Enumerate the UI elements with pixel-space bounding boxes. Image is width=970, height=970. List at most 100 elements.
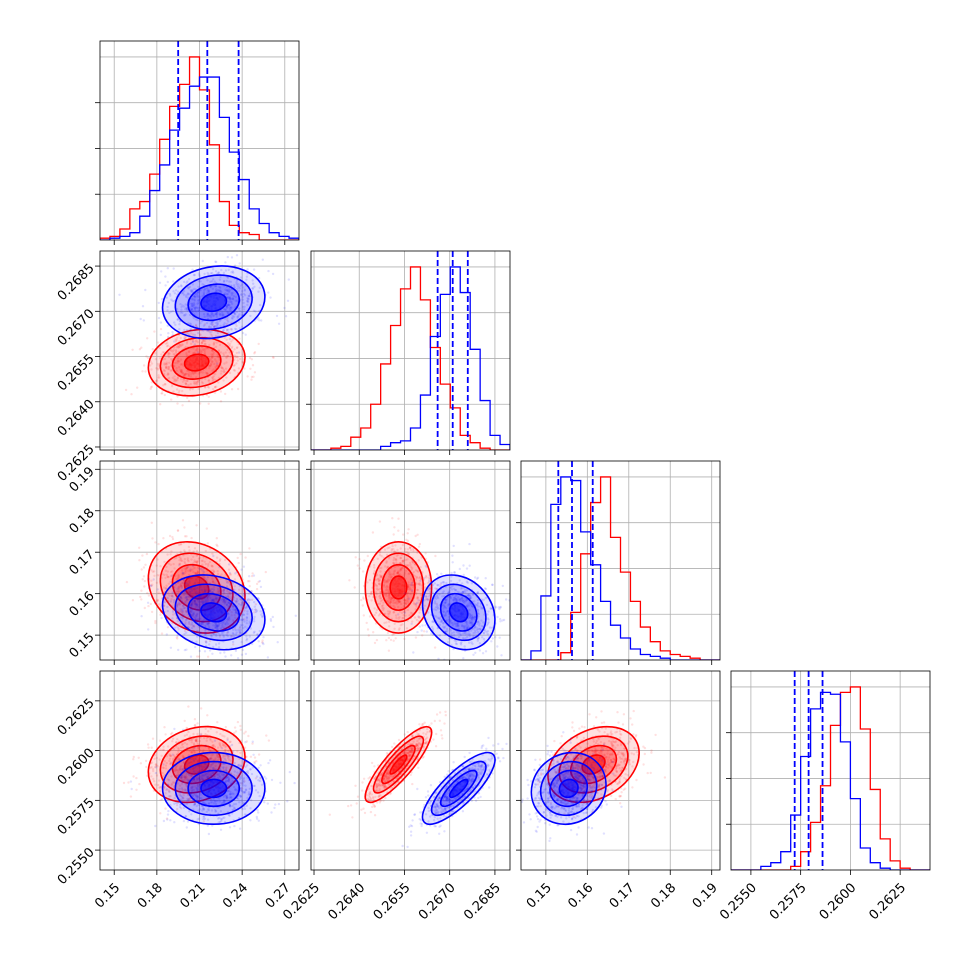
scatter-point [150, 569, 153, 572]
scatter-point [469, 595, 472, 598]
histogram-blue [100, 76, 299, 240]
scatter-point [170, 398, 173, 401]
scatter-point [177, 601, 181, 605]
scatter-point [243, 603, 246, 606]
scatter-point [391, 597, 394, 600]
scatter-point [216, 598, 219, 601]
scatter-point [212, 368, 215, 371]
scatter-point [401, 561, 405, 564]
scatter-point [392, 573, 395, 576]
scatter-point [420, 629, 423, 632]
scatter-point [196, 340, 199, 344]
scatter-point [227, 568, 231, 571]
scatter-point [217, 817, 220, 820]
scatter-point [388, 572, 391, 575]
scatter-point [157, 783, 160, 787]
scatter-point [239, 751, 242, 755]
scatter-point [404, 602, 407, 605]
scatter-point [179, 616, 182, 619]
scatter-point [231, 292, 234, 295]
scatter-point [158, 376, 161, 379]
scatter-point [202, 339, 205, 342]
scatter-point [187, 545, 191, 549]
scatter-point [190, 626, 194, 630]
scatter-point [248, 356, 252, 360]
scatter-point [199, 765, 202, 768]
scatter-point [370, 599, 373, 602]
scatter-point [241, 618, 245, 621]
scatter-point [418, 583, 421, 586]
scatter-point [198, 556, 201, 560]
scatter-point [154, 619, 157, 623]
scatter-point [138, 546, 141, 549]
scatter-point [222, 795, 225, 798]
scatter-point [473, 626, 476, 630]
scatter-point [188, 739, 191, 742]
scatter-point [391, 633, 394, 637]
scatter-point [461, 590, 464, 594]
scatter-point [221, 622, 224, 625]
panel-content [100, 41, 299, 240]
scatter-point [167, 352, 170, 355]
scatter-point [229, 602, 232, 606]
scatter-point [244, 765, 247, 768]
scatter-point [209, 757, 212, 761]
scatter-point [196, 561, 199, 564]
contour-red-3 [147, 328, 246, 397]
scatter-point [257, 753, 261, 756]
scatter-point [466, 625, 470, 628]
scatter-point [228, 617, 231, 621]
scatter-point [227, 749, 230, 753]
scatter-point [174, 583, 177, 586]
scatter-point [151, 737, 155, 740]
scatter-point [253, 371, 257, 374]
scatter-point [188, 749, 191, 752]
scatter-point [168, 795, 171, 798]
scatter-point [246, 299, 249, 303]
scatter-point [467, 616, 471, 620]
scatter-point [378, 612, 382, 616]
scatter-point [227, 789, 231, 792]
scatter-point [179, 556, 182, 559]
scatter-point [376, 557, 379, 560]
scatter-point [461, 599, 464, 602]
scatter-point [178, 603, 182, 606]
scatter-point [465, 621, 468, 624]
scatter-point [195, 310, 198, 313]
scatter-point [196, 570, 200, 573]
scatter-point [468, 615, 472, 619]
scatter-point [424, 564, 427, 568]
scatter-point [180, 611, 183, 614]
scatter-point [233, 770, 236, 773]
scatter-point [393, 526, 396, 529]
scatter-point [390, 573, 393, 576]
scatter-point [406, 598, 409, 601]
scatter-point [210, 312, 213, 315]
scatter-point [149, 584, 152, 587]
panel-content [521, 461, 720, 660]
scatter-point [192, 304, 195, 307]
scatter-point [370, 592, 373, 596]
scatter-point [459, 632, 462, 636]
scatter-point [175, 758, 178, 761]
scatter-point [160, 754, 163, 757]
scatter-point [184, 569, 187, 573]
scatter-point [160, 297, 164, 301]
scatter-point [428, 587, 431, 590]
scatter-point [168, 594, 171, 597]
scatter-point [410, 568, 413, 571]
scatter-point [212, 588, 216, 591]
scatter-point [155, 379, 159, 382]
scatter-point [391, 517, 394, 520]
scatter-point [372, 631, 375, 634]
scatter-point [165, 365, 168, 368]
scatter-point [440, 618, 443, 621]
scatter-point [170, 335, 174, 338]
scatter-point [233, 348, 236, 351]
scatter-point [379, 591, 382, 594]
panel-frame [520, 460, 721, 661]
scatter-point [210, 763, 213, 766]
scatter-point [240, 774, 243, 777]
scatter-point [458, 579, 461, 582]
scatter-point [169, 646, 173, 649]
